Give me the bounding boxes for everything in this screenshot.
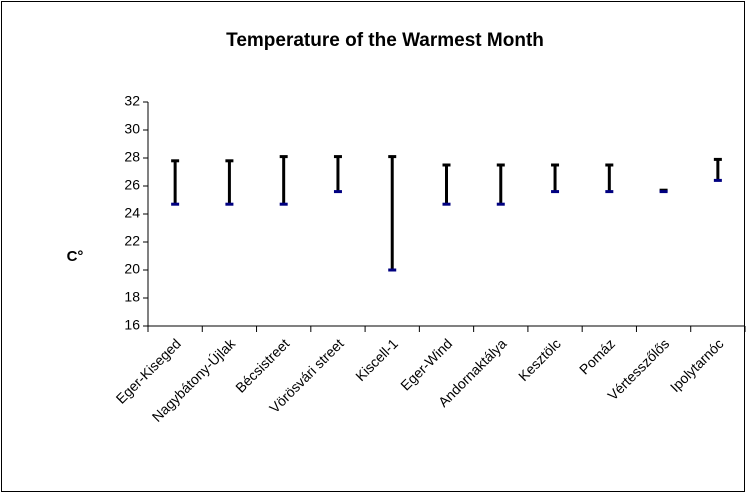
y-tick-label: 24 <box>124 205 140 221</box>
chart-title: Temperature of the Warmest Month <box>226 30 544 51</box>
y-tick-label: 32 <box>124 93 140 109</box>
y-tick-label: 26 <box>124 177 140 193</box>
y-axis-label: C° <box>67 248 84 265</box>
y-tick-label: 20 <box>124 261 140 277</box>
y-tick-label: 22 <box>124 233 140 249</box>
y-tick-label: 28 <box>124 149 140 165</box>
y-tick-label: 18 <box>124 289 140 305</box>
y-tick-label: 30 <box>124 121 140 137</box>
y-tick-label: 16 <box>124 317 140 333</box>
